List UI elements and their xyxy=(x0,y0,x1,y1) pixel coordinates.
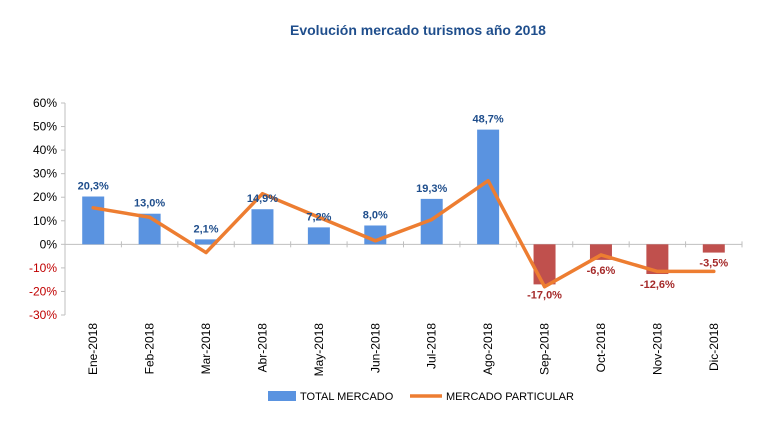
bar-jul-2018 xyxy=(420,198,443,245)
line-point xyxy=(317,215,321,219)
data-label: 2,1% xyxy=(194,223,219,235)
line-point xyxy=(543,285,547,289)
x-tick-label: Dic-2018 xyxy=(707,323,721,371)
line-series xyxy=(91,178,716,289)
legend-label-total-mercado: TOTAL MERCADO xyxy=(300,391,394,403)
bar-ene-2018 xyxy=(82,196,105,245)
data-label: -3,5% xyxy=(699,258,728,270)
y-tick-label: -20% xyxy=(29,284,57,298)
x-tick-label: Mar-2018 xyxy=(199,323,213,375)
y-tick-label: 50% xyxy=(33,120,57,134)
data-label: -6,6% xyxy=(587,265,616,277)
bar-dic-2018 xyxy=(702,244,725,253)
bar-mar-2018 xyxy=(195,239,218,245)
x-tick-label: Ago-2018 xyxy=(481,323,495,375)
bar-nov-2018 xyxy=(646,244,669,275)
line-point xyxy=(712,269,716,273)
legend-swatch-total-mercado xyxy=(268,391,296,401)
x-tick-label: Sep-2018 xyxy=(538,323,552,375)
x-axis: Ene-2018 Feb-2018 Mar-2018 Abr-2018 May-2018… xyxy=(65,241,743,377)
data-label: 13,0% xyxy=(134,198,165,210)
x-tick-label: Ene-2018 xyxy=(86,323,100,375)
data-label: 48,7% xyxy=(473,114,504,126)
line-point xyxy=(148,215,152,219)
data-label: 8,0% xyxy=(363,209,388,221)
bar-sep-2018 xyxy=(533,244,556,285)
data-labels: 20,3% 13,0% 2,1% 14,9% 7,2% 8,0% 19,3% 48,7% -17… xyxy=(78,114,729,302)
y-tick-label: -10% xyxy=(29,261,57,275)
x-tick-label: Jun-2018 xyxy=(368,323,382,373)
data-label: 19,3% xyxy=(416,183,447,195)
bar-ago-2018 xyxy=(477,129,500,245)
data-label: 7,2% xyxy=(306,211,331,223)
chart-title: Evolución mercado turismos año 2018 xyxy=(290,22,546,38)
data-label: -17,0% xyxy=(527,289,562,301)
x-tick-label: Abr-2018 xyxy=(255,323,269,373)
data-label: -12,6% xyxy=(640,279,675,291)
y-tick-label: 20% xyxy=(33,190,57,204)
mercado-particular-line xyxy=(91,178,716,289)
x-tick-label: Nov-2018 xyxy=(650,323,664,375)
line-point xyxy=(260,192,264,196)
y-tick-label: 60% xyxy=(33,96,57,110)
y-tick-label: 0% xyxy=(40,237,58,251)
line-point xyxy=(486,179,490,183)
y-tick-label: 30% xyxy=(33,167,57,181)
bar-may-2018 xyxy=(307,227,330,245)
data-label: 20,3% xyxy=(78,181,109,193)
legend-label-mercado-particular: MERCADO PARTICULAR xyxy=(446,391,574,403)
y-tick-label: 40% xyxy=(33,143,57,157)
x-tick-label: Feb-2018 xyxy=(143,323,157,375)
bar-series xyxy=(82,129,725,285)
y-tick-label: -30% xyxy=(29,308,57,322)
line-point xyxy=(430,218,434,222)
line-point xyxy=(373,239,377,243)
x-tick-label: Oct-2018 xyxy=(594,323,608,373)
bar-abr-2018 xyxy=(251,209,274,245)
y-tick-label: 10% xyxy=(33,214,57,228)
x-tick-label: May-2018 xyxy=(312,323,326,377)
y-axis: 60% 50% 40% 30% 20% 10% 0% -10% -20% -30% xyxy=(29,96,66,322)
line-point xyxy=(655,269,659,273)
data-label: 14,9% xyxy=(247,193,278,205)
line-point xyxy=(204,251,208,255)
x-tick-label: Jul-2018 xyxy=(425,323,439,369)
line-point xyxy=(91,206,95,210)
legend: TOTAL MERCADO MERCADO PARTICULAR xyxy=(268,391,574,403)
line-point xyxy=(599,253,603,257)
